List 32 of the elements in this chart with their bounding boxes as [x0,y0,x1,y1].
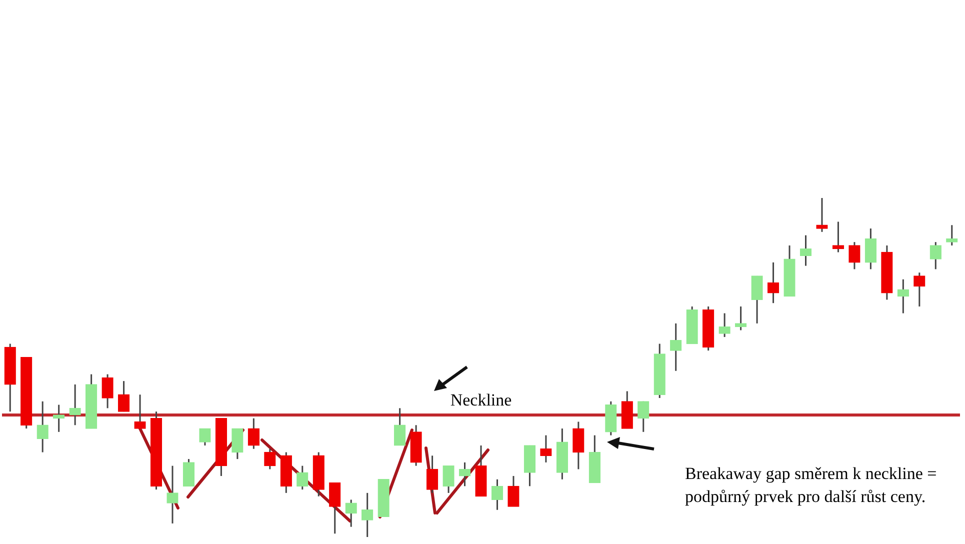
candlestick [670,322,682,372]
candlestick [751,275,763,324]
candlestick [734,306,747,331]
candlestick [36,400,48,453]
annotation: Breakaway gap směrem k neckline = podpůrný prvek pro další růst ceny. [685,463,938,508]
ref-line-label: Neckline [450,390,512,410]
candlestick [345,498,357,528]
candlestick [53,404,65,433]
candlestick [134,394,146,430]
candlestick [508,475,520,508]
candlestick [914,272,926,308]
candlestick [897,278,909,314]
candlestick [767,262,780,304]
candlestick [69,384,81,426]
candlestick [832,220,844,253]
candlestick [232,428,244,460]
candlestick [718,312,730,338]
candlestick [816,197,828,233]
candlestick [442,465,454,494]
candlestick [166,465,178,524]
candlestick [394,407,406,446]
candlestick [864,228,877,270]
candlestick [182,458,195,487]
candlestick [329,482,341,534]
candlestick [102,374,114,409]
candlestick [572,420,584,470]
candlestick [362,492,374,538]
candlestick [458,462,471,487]
candlestick [946,224,958,246]
candlestick [800,234,812,267]
candlestick [540,434,552,464]
candlestick [426,454,438,494]
